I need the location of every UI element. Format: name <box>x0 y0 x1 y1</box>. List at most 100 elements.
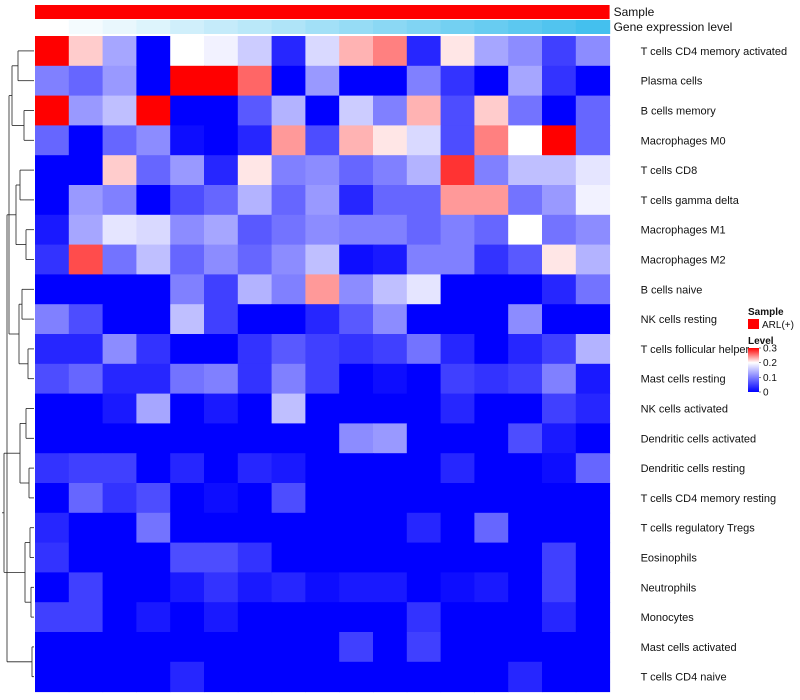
heatmap-cell <box>35 393 70 424</box>
heatmap-cell <box>237 632 273 663</box>
heatmap-cell <box>575 334 611 365</box>
heatmap-cell <box>474 602 509 633</box>
heatmap-cell <box>508 483 543 514</box>
heatmap-cell <box>102 185 137 216</box>
heatmap-cell <box>237 334 273 365</box>
heatmap-cell <box>339 572 374 603</box>
heatmap-cell <box>271 185 306 216</box>
heatmap-cell <box>271 274 306 305</box>
heatmap-cell <box>35 453 70 484</box>
heatmap-cell <box>508 542 543 573</box>
row-label: T cells regulatory Tregs <box>641 523 756 535</box>
heatmap-cell <box>508 423 543 454</box>
heatmap-cell <box>406 214 442 246</box>
heatmap-cell <box>271 572 306 603</box>
heatmap-cell <box>542 572 577 603</box>
heatmap-cell <box>474 512 509 544</box>
heatmap-cell <box>271 95 306 126</box>
heatmap-cell <box>575 95 611 126</box>
heatmap-cell <box>542 632 577 663</box>
heatmap-cell <box>575 542 611 573</box>
heatmap-cell <box>102 572 137 603</box>
heatmap-cell <box>406 363 442 395</box>
heatmap-cell <box>373 393 408 424</box>
heatmap-cell <box>68 65 104 97</box>
heatmap-cell <box>406 274 442 305</box>
heatmap-cell <box>68 155 104 186</box>
heatmap-cell <box>339 304 374 335</box>
legend-level-ticks: 0.3 0.2 0.1 0 <box>759 344 777 399</box>
heatmap-cell <box>237 304 273 335</box>
heatmap-cell <box>339 661 374 693</box>
heatmap-cell <box>474 483 509 514</box>
heatmap-cell <box>305 304 340 335</box>
heatmap-cell <box>508 512 543 544</box>
heatmap-cell <box>406 542 442 573</box>
heatmap-cell <box>204 542 239 573</box>
heatmap-cell <box>237 214 273 246</box>
heatmap-cell <box>68 214 104 246</box>
heatmap-cell <box>237 572 273 603</box>
heatmap-cell <box>102 542 137 573</box>
row-label: Mast cells activated <box>641 642 737 654</box>
heatmap-cell <box>102 661 137 693</box>
heatmap-cell <box>508 453 543 484</box>
heatmap-cell <box>35 185 70 216</box>
heatmap-cell <box>170 65 205 97</box>
row-label: B cells naive <box>641 284 703 296</box>
heatmap-cell <box>508 274 543 305</box>
heatmap-cell <box>68 304 104 335</box>
heatmap-cell <box>35 661 70 693</box>
heatmap-cell <box>170 125 205 156</box>
heatmap-cell <box>373 155 408 186</box>
heatmap-cell <box>170 423 205 454</box>
heatmap-cell <box>271 632 306 663</box>
heatmap-cell <box>542 363 577 395</box>
heatmap-cell <box>136 453 171 484</box>
heatmap-cell <box>136 244 171 275</box>
heatmap-cell <box>339 125 374 156</box>
heatmap-cell <box>440 334 475 365</box>
row-labels: T cells CD4 memory activated Plasma cells… <box>641 46 788 684</box>
heatmap-cell <box>440 304 475 335</box>
heatmap-cell <box>508 244 543 275</box>
heatmap-cell <box>271 363 306 395</box>
heatmap-cell <box>35 512 70 544</box>
heatmap-cell <box>339 632 374 663</box>
heatmap-cell <box>271 244 306 275</box>
heatmap-cell <box>474 632 509 663</box>
heatmap-cell <box>170 453 205 484</box>
heatmap-cell <box>339 483 374 514</box>
heatmap-cell <box>68 453 104 484</box>
heatmap-cell <box>440 661 475 693</box>
heatmap-cell <box>136 572 171 603</box>
heatmap-cell <box>575 274 611 305</box>
heatmap-cell <box>542 155 577 186</box>
heatmap-cell <box>406 483 442 514</box>
heatmap-cell <box>440 602 475 633</box>
heatmap-cell <box>102 393 137 424</box>
heatmap-cell <box>271 542 306 573</box>
heatmap-cell <box>373 572 408 603</box>
heatmap-cell <box>575 453 611 484</box>
heatmap-cell <box>373 65 408 97</box>
heatmap-cell <box>136 304 171 335</box>
heatmap-cell <box>102 125 137 156</box>
heatmap-cell <box>170 512 205 544</box>
heatmap-cell <box>204 36 239 67</box>
heatmap-cell <box>474 155 509 186</box>
heatmap-cell <box>575 36 611 67</box>
heatmap-cell <box>237 423 273 454</box>
heatmap-cell <box>406 65 442 97</box>
heatmap-cell <box>35 572 70 603</box>
heatmap-cell <box>237 274 273 305</box>
heatmap-cell <box>406 125 442 156</box>
heatmap-cell <box>474 95 509 126</box>
sample-annotation-bar <box>35 5 610 19</box>
row-dendrogram <box>2 50 34 678</box>
heatmap-cell <box>339 453 374 484</box>
heatmap-cell <box>305 572 340 603</box>
heatmap-cell <box>305 214 340 246</box>
heatmap-cell <box>271 65 306 97</box>
heatmap-cell <box>508 572 543 603</box>
